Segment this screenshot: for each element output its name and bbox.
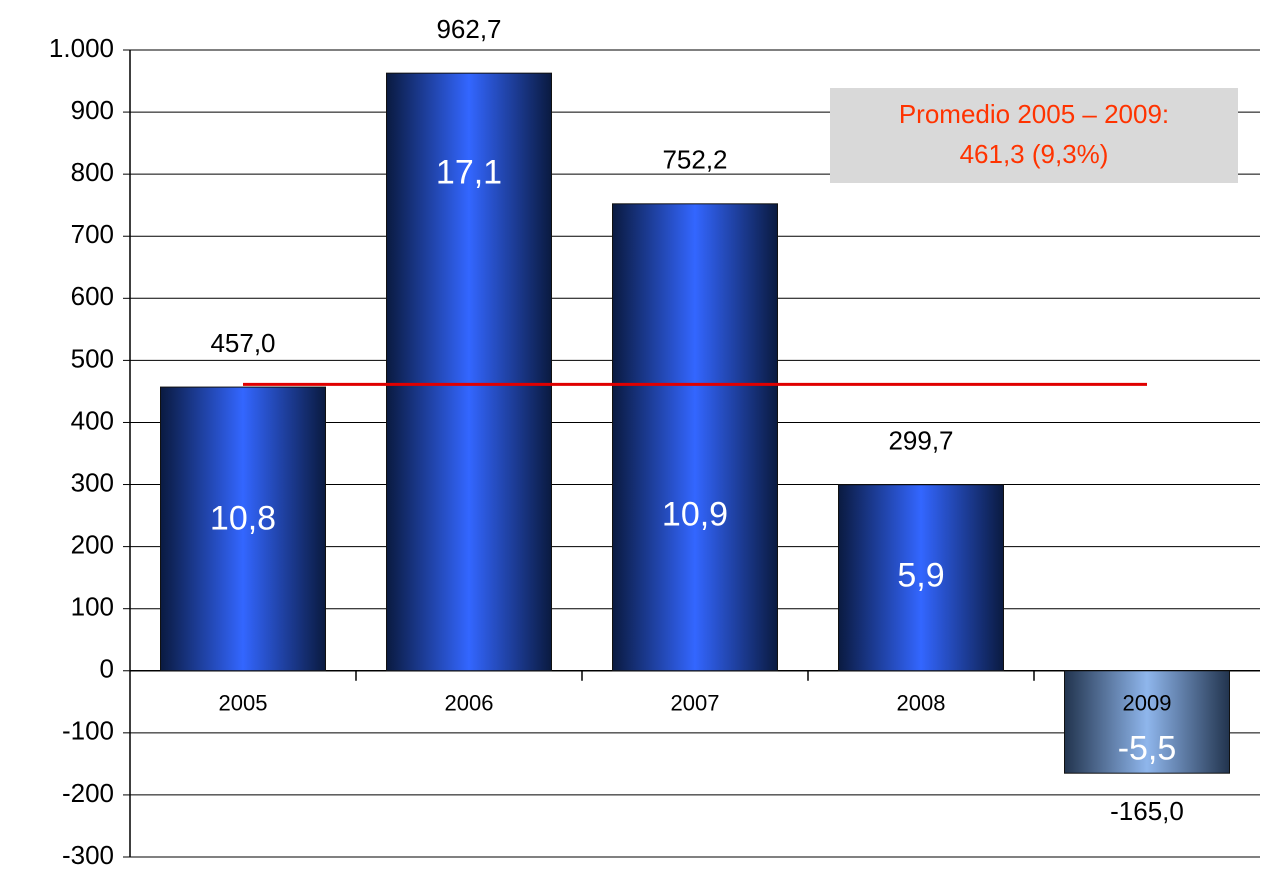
value-label: 299,7	[888, 426, 953, 456]
y-tick-label: -300	[62, 840, 114, 870]
y-tick-label: -100	[62, 716, 114, 746]
value-label: 962,7	[436, 14, 501, 44]
x-tick-label: 2009	[1123, 691, 1172, 716]
y-tick-label: 700	[71, 219, 114, 249]
y-tick-label: 800	[71, 157, 114, 187]
rate-label: 5,9	[897, 557, 944, 595]
x-tick-label: 2005	[219, 691, 268, 716]
rate-label: 10,8	[210, 499, 276, 537]
y-tick-label: 400	[71, 405, 114, 435]
bar	[612, 203, 778, 672]
y-tick-label: 100	[71, 592, 114, 622]
rate-label: 17,1	[436, 154, 502, 192]
y-tick-label: 500	[71, 343, 114, 373]
x-tick-label: 2008	[897, 691, 946, 716]
rate-label: -5,5	[1118, 730, 1177, 768]
value-label: -165,0	[1110, 796, 1184, 826]
y-tick-label: 600	[71, 281, 114, 311]
rate-label: 10,9	[662, 496, 728, 534]
x-tick-label: 2006	[445, 691, 494, 716]
annotation: 461,3 (9,3%)	[960, 139, 1109, 169]
bar	[386, 72, 552, 672]
y-tick-label: 1.000	[49, 33, 114, 63]
y-tick-label: 900	[71, 95, 114, 125]
value-label: 457,0	[210, 328, 275, 358]
y-tick-label: -200	[62, 778, 114, 808]
bar	[838, 484, 1004, 672]
bar	[1064, 670, 1230, 774]
y-tick-label: 300	[71, 467, 114, 497]
y-tick-label: 200	[71, 529, 114, 559]
annotation: Promedio 2005 – 2009:	[899, 99, 1169, 129]
x-tick-label: 2007	[671, 691, 720, 716]
bar	[160, 386, 326, 672]
value-label: 752,2	[662, 145, 727, 175]
y-tick-label: 0	[100, 654, 114, 684]
annotation-box	[830, 88, 1238, 183]
